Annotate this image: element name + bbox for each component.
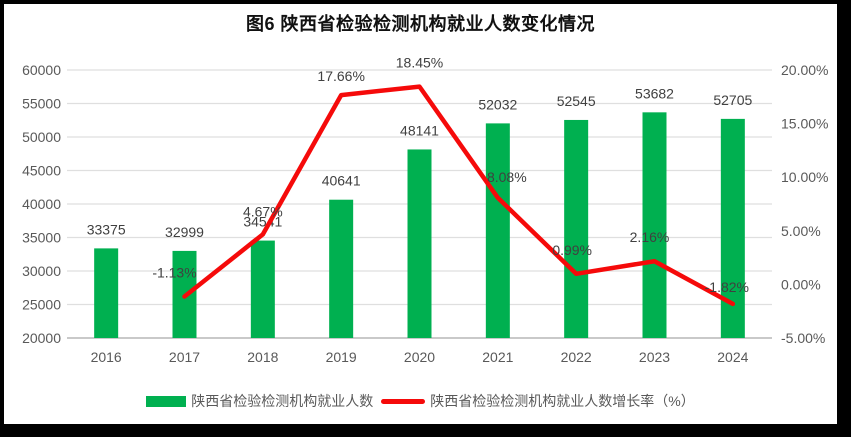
x-axis-labels: 2016 2017 2018 2019 2020 2021 2022 2023 2024 xyxy=(91,349,749,365)
left-axis-tick: 40000 xyxy=(22,196,61,212)
rate-label: 8.08% xyxy=(487,169,527,185)
bar-value-label: 52032 xyxy=(478,96,517,112)
bar xyxy=(407,149,432,338)
rate-label: -1.82% xyxy=(705,279,749,295)
rate-label: 18.45% xyxy=(396,55,443,71)
x-axis-label: 2016 xyxy=(91,349,122,365)
left-axis-tick: 20000 xyxy=(22,330,61,346)
left-axis-tick: 25000 xyxy=(22,297,61,313)
right-axis-tick-labels: -5.00% 0.00% 5.00% 10.00% 15.00% 20.00% xyxy=(781,62,828,346)
left-axis-tick: 55000 xyxy=(22,96,61,112)
bar-value-label: 52545 xyxy=(557,93,596,109)
legend-label-bars: 陕西省检验检测机构就业人数 xyxy=(191,393,374,409)
rate-labels: -1.13% 4.67% 17.66% 18.45% 8.08% 0.99% 2.16% -1… xyxy=(152,55,749,295)
legend-label-line: 陕西省检验检测机构就业人数增长率（%） xyxy=(430,393,695,409)
bar-series xyxy=(94,112,745,339)
left-axis-tick: 45000 xyxy=(22,163,61,179)
bar-series-swatch xyxy=(146,395,187,407)
legend-item-growth-line: 陕西省检验检测机构就业人数增长率（%） xyxy=(381,391,695,411)
x-axis-label: 2021 xyxy=(482,349,513,365)
x-axis-label: 2024 xyxy=(717,349,748,365)
x-axis-label: 2019 xyxy=(326,349,357,365)
x-axis-label: 2020 xyxy=(404,349,435,365)
bar-value-label: 32999 xyxy=(165,224,204,240)
right-axis-tick: -5.00% xyxy=(781,330,825,346)
bar-value-label: 33375 xyxy=(87,221,126,237)
bar xyxy=(642,112,667,338)
left-axis-tick: 60000 xyxy=(22,62,61,78)
bar xyxy=(329,199,354,338)
x-axis-label: 2018 xyxy=(247,349,278,365)
left-axis-tick: 50000 xyxy=(22,129,61,145)
right-axis-tick: 10.00% xyxy=(781,169,828,185)
left-axis-tick: 30000 xyxy=(22,263,61,279)
bar-value-label: 52705 xyxy=(713,92,752,108)
rate-label: 0.99% xyxy=(552,242,592,258)
legend-item-employment-bars: 陕西省检验检测机构就业人数 xyxy=(146,391,373,411)
rate-label: 17.66% xyxy=(317,68,364,84)
bar xyxy=(485,123,510,339)
chart-title: 图6 陕西省检验检测机构就业人数变化情况 xyxy=(245,14,595,34)
bar xyxy=(564,119,589,338)
bar-value-label: 53682 xyxy=(635,85,674,101)
right-axis-tick: 0.00% xyxy=(781,276,821,292)
rate-label: -1.13% xyxy=(152,265,196,281)
right-axis-tick: 20.00% xyxy=(781,62,828,78)
bar xyxy=(250,240,275,338)
bar xyxy=(94,248,119,338)
growth-rate-line xyxy=(182,84,736,307)
left-axis-tick: 35000 xyxy=(22,230,61,246)
left-axis-tick-labels: 20000 25000 30000 35000 40000 45000 50000 55000… xyxy=(22,62,61,346)
legend: 陕西省检验检测机构就业人数 陕西省检验检测机构就业人数增长率（%） xyxy=(4,391,837,411)
x-axis-label: 2023 xyxy=(639,349,670,365)
right-axis-tick: 15.00% xyxy=(781,116,828,132)
line-series-swatch xyxy=(381,398,426,404)
x-axis-label: 2017 xyxy=(169,349,200,365)
rate-label: 2.16% xyxy=(630,229,670,245)
bar-value-label: 40641 xyxy=(322,173,361,189)
rate-label: 4.67% xyxy=(243,203,283,219)
x-axis-label: 2022 xyxy=(561,349,592,365)
bar-value-label: 48141 xyxy=(400,122,439,138)
right-axis-tick: 5.00% xyxy=(781,223,821,239)
